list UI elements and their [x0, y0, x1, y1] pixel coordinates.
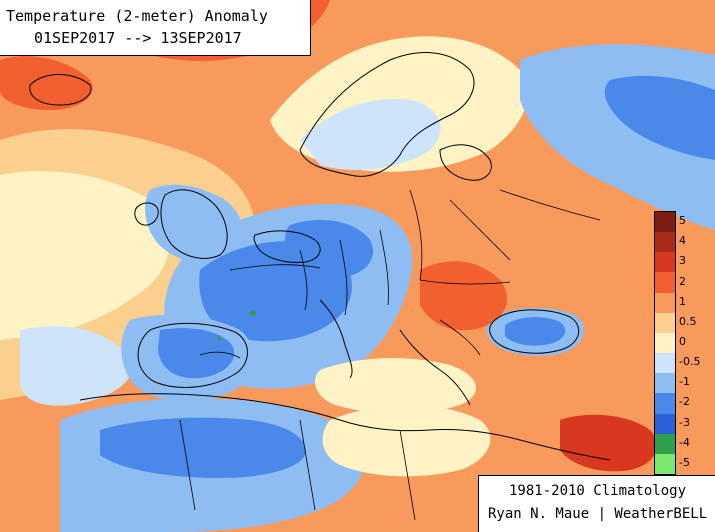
legend-label: 0	[679, 335, 686, 348]
legend-label: -5	[679, 455, 690, 469]
coastlines	[29, 52, 611, 461]
sahara-neutral-area	[322, 405, 491, 477]
credit-label: Ryan N. Maue | WeatherBELL	[488, 506, 708, 522]
legend-label: 1	[679, 294, 686, 308]
legend-swatch	[655, 272, 675, 294]
legend-swatch	[655, 232, 675, 253]
legend-swatch	[655, 433, 675, 455]
legend-swatch	[655, 413, 675, 435]
scandinavia-cool-area	[300, 99, 441, 170]
legend-label: 5	[679, 214, 686, 228]
map-title-box: Temperature (2-meter) Anomaly 01SEP2017 …	[0, 0, 311, 56]
color-legend	[654, 211, 676, 475]
legend-swatch	[655, 212, 675, 233]
date-range: 01SEP2017 --> 13SEP2017	[34, 29, 242, 47]
legend-swatch	[655, 393, 675, 415]
legend-swatch	[655, 312, 675, 334]
legend-labels: 5 4 3 2 1 0.5 0 -0.5 -1 -2 -3 -4 -5	[679, 211, 715, 475]
germany-cold-area	[285, 220, 374, 279]
middle-east-hot-area	[560, 414, 658, 472]
legend-label: 2	[679, 274, 686, 288]
legend-swatch	[655, 453, 675, 475]
cold-spot-france	[250, 310, 256, 316]
mediterranean-neutral-area	[315, 358, 477, 414]
russia-cold-area	[604, 75, 715, 160]
cold-spot-iberia	[217, 337, 221, 341]
eastern-europe-hot-area	[420, 261, 508, 331]
atlantic-cool-area	[20, 326, 132, 406]
atlantic-white-area	[0, 171, 171, 340]
credits-box: 1981-2010 Climatology Ryan N. Maue | Wea…	[478, 475, 715, 532]
legend-label: -2	[679, 395, 690, 409]
legend-label: -3	[679, 415, 690, 429]
north-africa-cold-area	[100, 417, 306, 478]
legend-swatch	[655, 353, 675, 374]
legend-label: 0.5	[679, 314, 697, 328]
map-title: Temperature (2-meter) Anomaly	[6, 7, 268, 25]
legend-label: -0.5	[679, 355, 701, 369]
legend-swatch	[655, 292, 675, 314]
black-sea-cold-area	[505, 317, 566, 346]
legend-label: 3	[679, 254, 686, 268]
legend-swatch	[655, 332, 675, 354]
country-borders	[179, 189, 601, 521]
legend-swatch	[655, 373, 675, 394]
legend-label: -1	[679, 375, 690, 389]
legend-swatch	[655, 252, 675, 273]
legend-label: -4	[679, 435, 690, 449]
climatology-label: 1981-2010 Climatology	[509, 483, 687, 499]
legend-label: 4	[679, 234, 686, 248]
iceland-warm-area	[0, 56, 93, 110]
iberia-cold-area	[158, 328, 235, 379]
